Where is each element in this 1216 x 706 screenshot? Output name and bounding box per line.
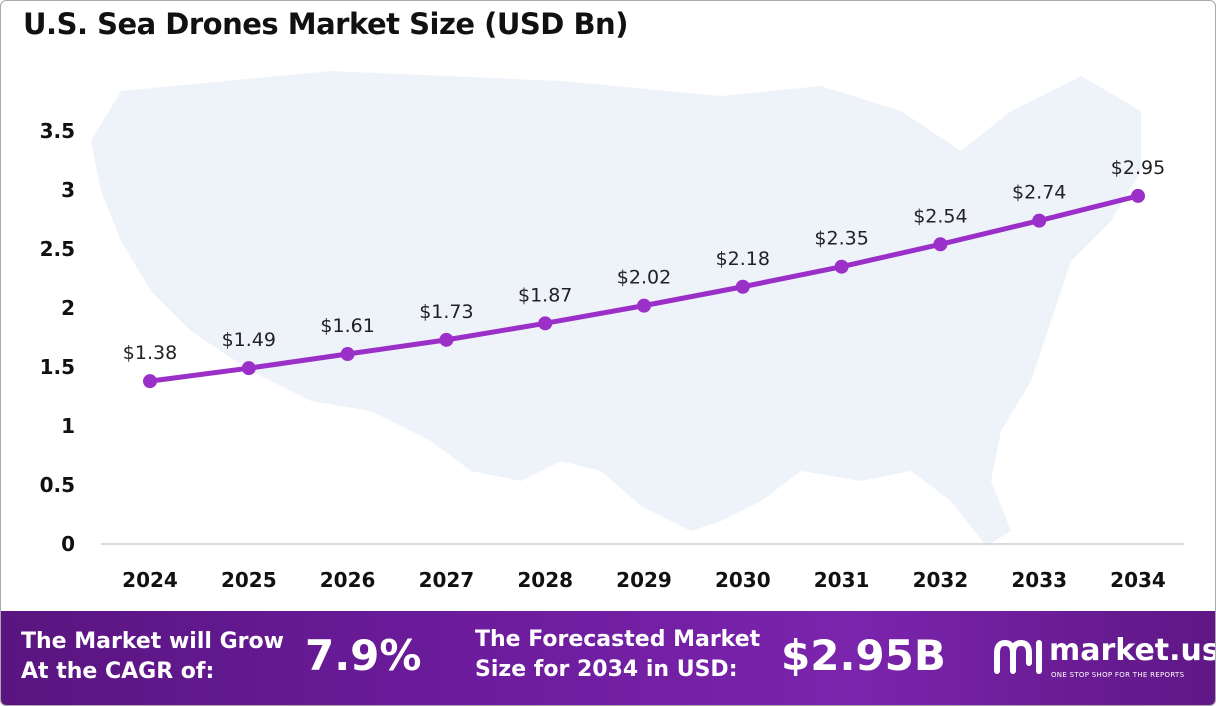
data-label: $2.54 bbox=[913, 205, 967, 227]
chart-plot: 00.511.522.533.5 2024 2025 2026 2027 2028 202… bbox=[40, 71, 1184, 592]
data-label: $2.35 bbox=[814, 228, 868, 250]
forecast-caption: The Forecasted Market Size for 2034 in U… bbox=[475, 625, 760, 685]
data-point bbox=[538, 316, 553, 331]
y-tick-label: 0 bbox=[61, 532, 75, 556]
data-label: $1.49 bbox=[222, 329, 276, 351]
x-tick-label: 2031 bbox=[814, 568, 870, 592]
data-point bbox=[439, 332, 454, 347]
y-tick-label: 2 bbox=[61, 296, 75, 320]
x-tick-label: 2033 bbox=[1011, 568, 1067, 592]
cagr-caption-line1: The Market will Grow bbox=[21, 629, 284, 654]
x-tick-label: 2027 bbox=[419, 568, 475, 592]
x-tick-label: 2025 bbox=[221, 568, 277, 592]
data-point bbox=[1131, 188, 1145, 203]
data-point bbox=[933, 237, 948, 252]
cagr-value: 7.9% bbox=[305, 631, 422, 680]
data-point bbox=[834, 259, 849, 274]
x-tick-label: 2028 bbox=[517, 568, 573, 592]
cagr-caption: The Market will Grow At the CAGR of: bbox=[21, 627, 284, 687]
brand-name: market.us bbox=[1049, 633, 1216, 668]
x-tick-label: 2032 bbox=[913, 568, 969, 592]
brand-mark-icon bbox=[994, 639, 1042, 674]
forecast-caption-line2: Size for 2034 in USD: bbox=[475, 657, 738, 682]
forecast-value: $2.95B bbox=[781, 631, 946, 680]
x-tick-label: 2024 bbox=[122, 568, 178, 592]
data-point bbox=[735, 279, 750, 294]
data-point bbox=[340, 347, 355, 362]
data-label: $2.02 bbox=[617, 267, 671, 289]
data-label: $2.18 bbox=[716, 248, 770, 270]
data-label: $1.38 bbox=[123, 342, 177, 364]
data-label: $2.74 bbox=[1012, 182, 1066, 204]
y-tick-label: 3.5 bbox=[40, 119, 75, 143]
y-tick-label: 2.5 bbox=[40, 237, 75, 261]
data-label: $1.87 bbox=[518, 284, 572, 306]
cagr-caption-line2: At the CAGR of: bbox=[21, 659, 215, 684]
data-point bbox=[143, 374, 157, 389]
brand-tagline: ONE STOP SHOP FOR THE REPORTS bbox=[1051, 671, 1185, 679]
data-labels: $1.38 $1.49 $1.61 $1.73 $1.87 $2.02 $2.18 $2.35… bbox=[123, 157, 1165, 364]
data-points bbox=[143, 188, 1145, 389]
data-point bbox=[241, 361, 256, 376]
x-tick-label: 2030 bbox=[715, 568, 771, 592]
footer-banner: The Market will Grow At the CAGR of: 7.9… bbox=[1, 611, 1216, 705]
forecast-caption-line1: The Forecasted Market bbox=[475, 627, 761, 652]
y-tick-label: 1.5 bbox=[40, 355, 75, 379]
data-point bbox=[637, 298, 651, 313]
x-tick-label: 2026 bbox=[320, 568, 376, 592]
data-label: $2.95 bbox=[1111, 157, 1165, 179]
y-tick-label: 1 bbox=[61, 414, 75, 438]
data-label: $1.73 bbox=[419, 301, 473, 323]
x-axis-ticks: 2024 2025 2026 2027 2028 2029 2030 2031 2032 2033… bbox=[122, 568, 1166, 592]
y-tick-label: 3 bbox=[61, 178, 75, 202]
data-point bbox=[1032, 213, 1047, 228]
x-tick-label: 2034 bbox=[1110, 568, 1166, 592]
y-tick-label: 0.5 bbox=[40, 473, 75, 497]
chart-title: U.S. Sea Drones Market Size (USD Bn) bbox=[23, 7, 628, 41]
y-axis-ticks: 0 0.5 1 1.5 2 2.5 3 3.5 bbox=[40, 119, 75, 556]
data-label: $1.61 bbox=[320, 315, 374, 337]
x-tick-label: 2029 bbox=[616, 568, 672, 592]
